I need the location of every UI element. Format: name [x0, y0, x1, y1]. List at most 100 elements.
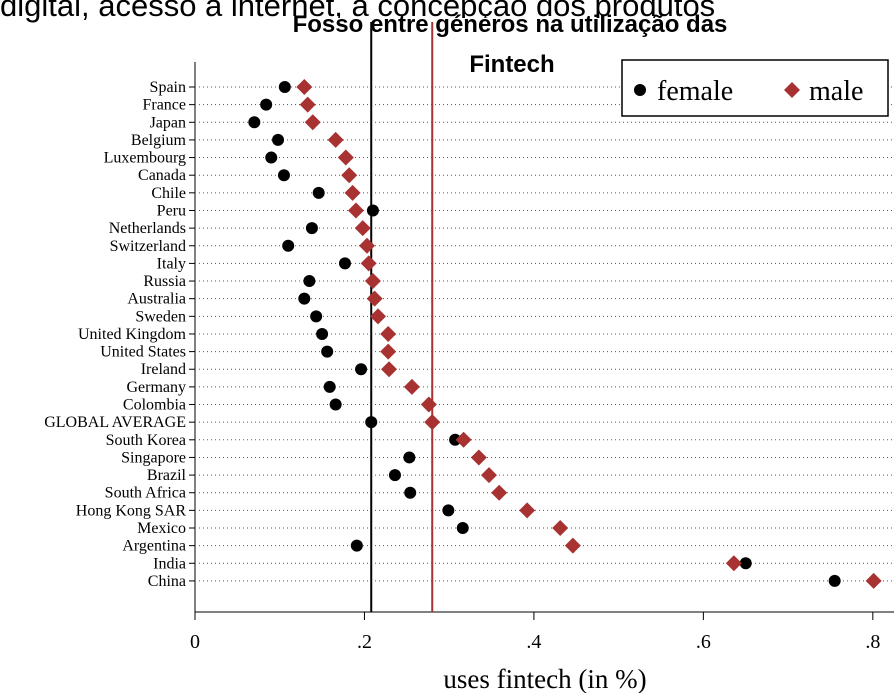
dot-circle — [277, 169, 290, 182]
y-tick-label: Brazil — [147, 467, 187, 484]
y-tick-label: Singapore — [121, 449, 186, 466]
dot-circle — [298, 292, 311, 305]
dot-diamond — [519, 502, 536, 519]
x-axis-label: uses fintech (in %) — [443, 664, 646, 693]
y-tick-label: Ireland — [141, 361, 186, 378]
dot-circle — [365, 416, 378, 429]
dot-circle — [828, 574, 841, 587]
dot-circle — [282, 239, 295, 252]
legend-box — [621, 59, 889, 117]
dot-diamond — [455, 431, 472, 448]
dot-circle — [449, 433, 462, 446]
dot-diamond — [552, 520, 569, 536]
dot-circle — [355, 363, 368, 376]
dot-diamond — [327, 131, 344, 148]
dot-diamond — [354, 220, 371, 237]
dot-circle — [404, 486, 417, 499]
dot-diamond — [865, 572, 882, 589]
dot-circle — [312, 186, 325, 199]
dot-diamond — [366, 290, 383, 307]
x-tick-label: .4 — [526, 631, 541, 653]
dot-circle — [265, 151, 278, 164]
dot-diamond — [344, 184, 361, 201]
y-tick-label: Argentina — [122, 538, 186, 555]
y-tick-label: Peru — [157, 202, 186, 219]
y-tick-label: Spain — [150, 79, 186, 96]
dot-circle — [316, 327, 329, 340]
y-tick-label: Colombia — [123, 397, 186, 414]
dot-diamond — [304, 114, 321, 131]
dot-diamond — [360, 255, 377, 272]
dot-circle — [323, 380, 336, 393]
y-tick-label: Italy — [157, 255, 186, 272]
y-tick-label: Belgium — [131, 132, 187, 149]
dot-circle — [248, 116, 261, 129]
dot-diamond — [337, 149, 354, 166]
dot-circle — [310, 310, 323, 323]
legend-label: female — [657, 76, 733, 107]
dot-diamond — [341, 167, 358, 184]
y-tick-label: South Korea — [106, 432, 186, 449]
legend-marker — [634, 84, 646, 96]
header-text: digital, acesso à internet, a concepção … — [0, 0, 715, 23]
dot-circle — [278, 81, 291, 93]
dot-circle — [329, 398, 342, 411]
y-tick-label: Sweden — [135, 308, 186, 325]
dot-diamond — [725, 555, 742, 572]
y-tick-label: China — [148, 573, 186, 590]
y-tick-label: France — [142, 97, 186, 114]
y-tick-label: Netherlands — [109, 220, 186, 237]
y-tick-label: Japan — [150, 114, 186, 131]
y-tick-label: Luxembourg — [104, 150, 186, 167]
dot-diamond — [564, 537, 581, 554]
chart-title: Fosso entre géneros na utilização das — [293, 11, 728, 38]
dot-diamond — [420, 396, 437, 413]
dot-circle — [350, 539, 363, 552]
dot-circle — [403, 451, 416, 464]
y-tick-label: Switzerland — [110, 238, 186, 255]
y-tick-label: Canada — [138, 167, 186, 184]
dot-diamond — [299, 96, 316, 113]
dot-circle — [272, 133, 285, 146]
dot-diamond — [296, 79, 313, 95]
dot-diamond — [403, 378, 420, 395]
y-tick-label: Australia — [127, 291, 186, 308]
x-tick-label: .8 — [865, 631, 880, 653]
dot-diamond — [380, 325, 397, 342]
dot-diamond — [380, 343, 397, 360]
dot-diamond — [491, 484, 508, 501]
x-tick-label: .6 — [696, 631, 711, 653]
dot-diamond — [481, 467, 498, 484]
dot-circle — [442, 504, 455, 517]
y-tick-label: Hong Kong SAR — [76, 502, 187, 519]
y-tick-label: Germany — [126, 379, 186, 396]
chart-title: Fintech — [469, 51, 554, 78]
legend-marker — [784, 82, 800, 98]
title-backdrop — [250, 18, 830, 50]
y-tick-label: Russia — [143, 273, 186, 290]
y-tick-label: GLOBAL AVERAGE — [44, 414, 186, 431]
legend-label: male — [809, 76, 863, 107]
dot-circle — [305, 222, 318, 235]
x-tick-label: .2 — [357, 631, 372, 653]
dot-diamond — [424, 414, 441, 431]
y-tick-label: South Africa — [105, 485, 186, 502]
dot-circle — [388, 469, 401, 482]
dot-diamond — [470, 449, 487, 466]
dot-diamond — [358, 237, 375, 254]
dot-circle — [366, 204, 379, 217]
y-tick-label: Mexico — [137, 520, 186, 537]
y-tick-label: India — [153, 555, 186, 572]
dot-circle — [338, 257, 351, 270]
dot-diamond — [364, 273, 381, 290]
y-tick-label: United Kingdom — [78, 326, 187, 343]
dot-diamond — [347, 202, 364, 219]
y-tick-label: United States — [100, 344, 186, 361]
dot-circle — [321, 345, 334, 358]
dot-circle — [456, 522, 469, 534]
y-tick-label: Chile — [151, 185, 186, 202]
x-tick-label: 0 — [190, 631, 200, 653]
dot-circle — [303, 275, 316, 288]
dot-diamond — [381, 361, 398, 378]
